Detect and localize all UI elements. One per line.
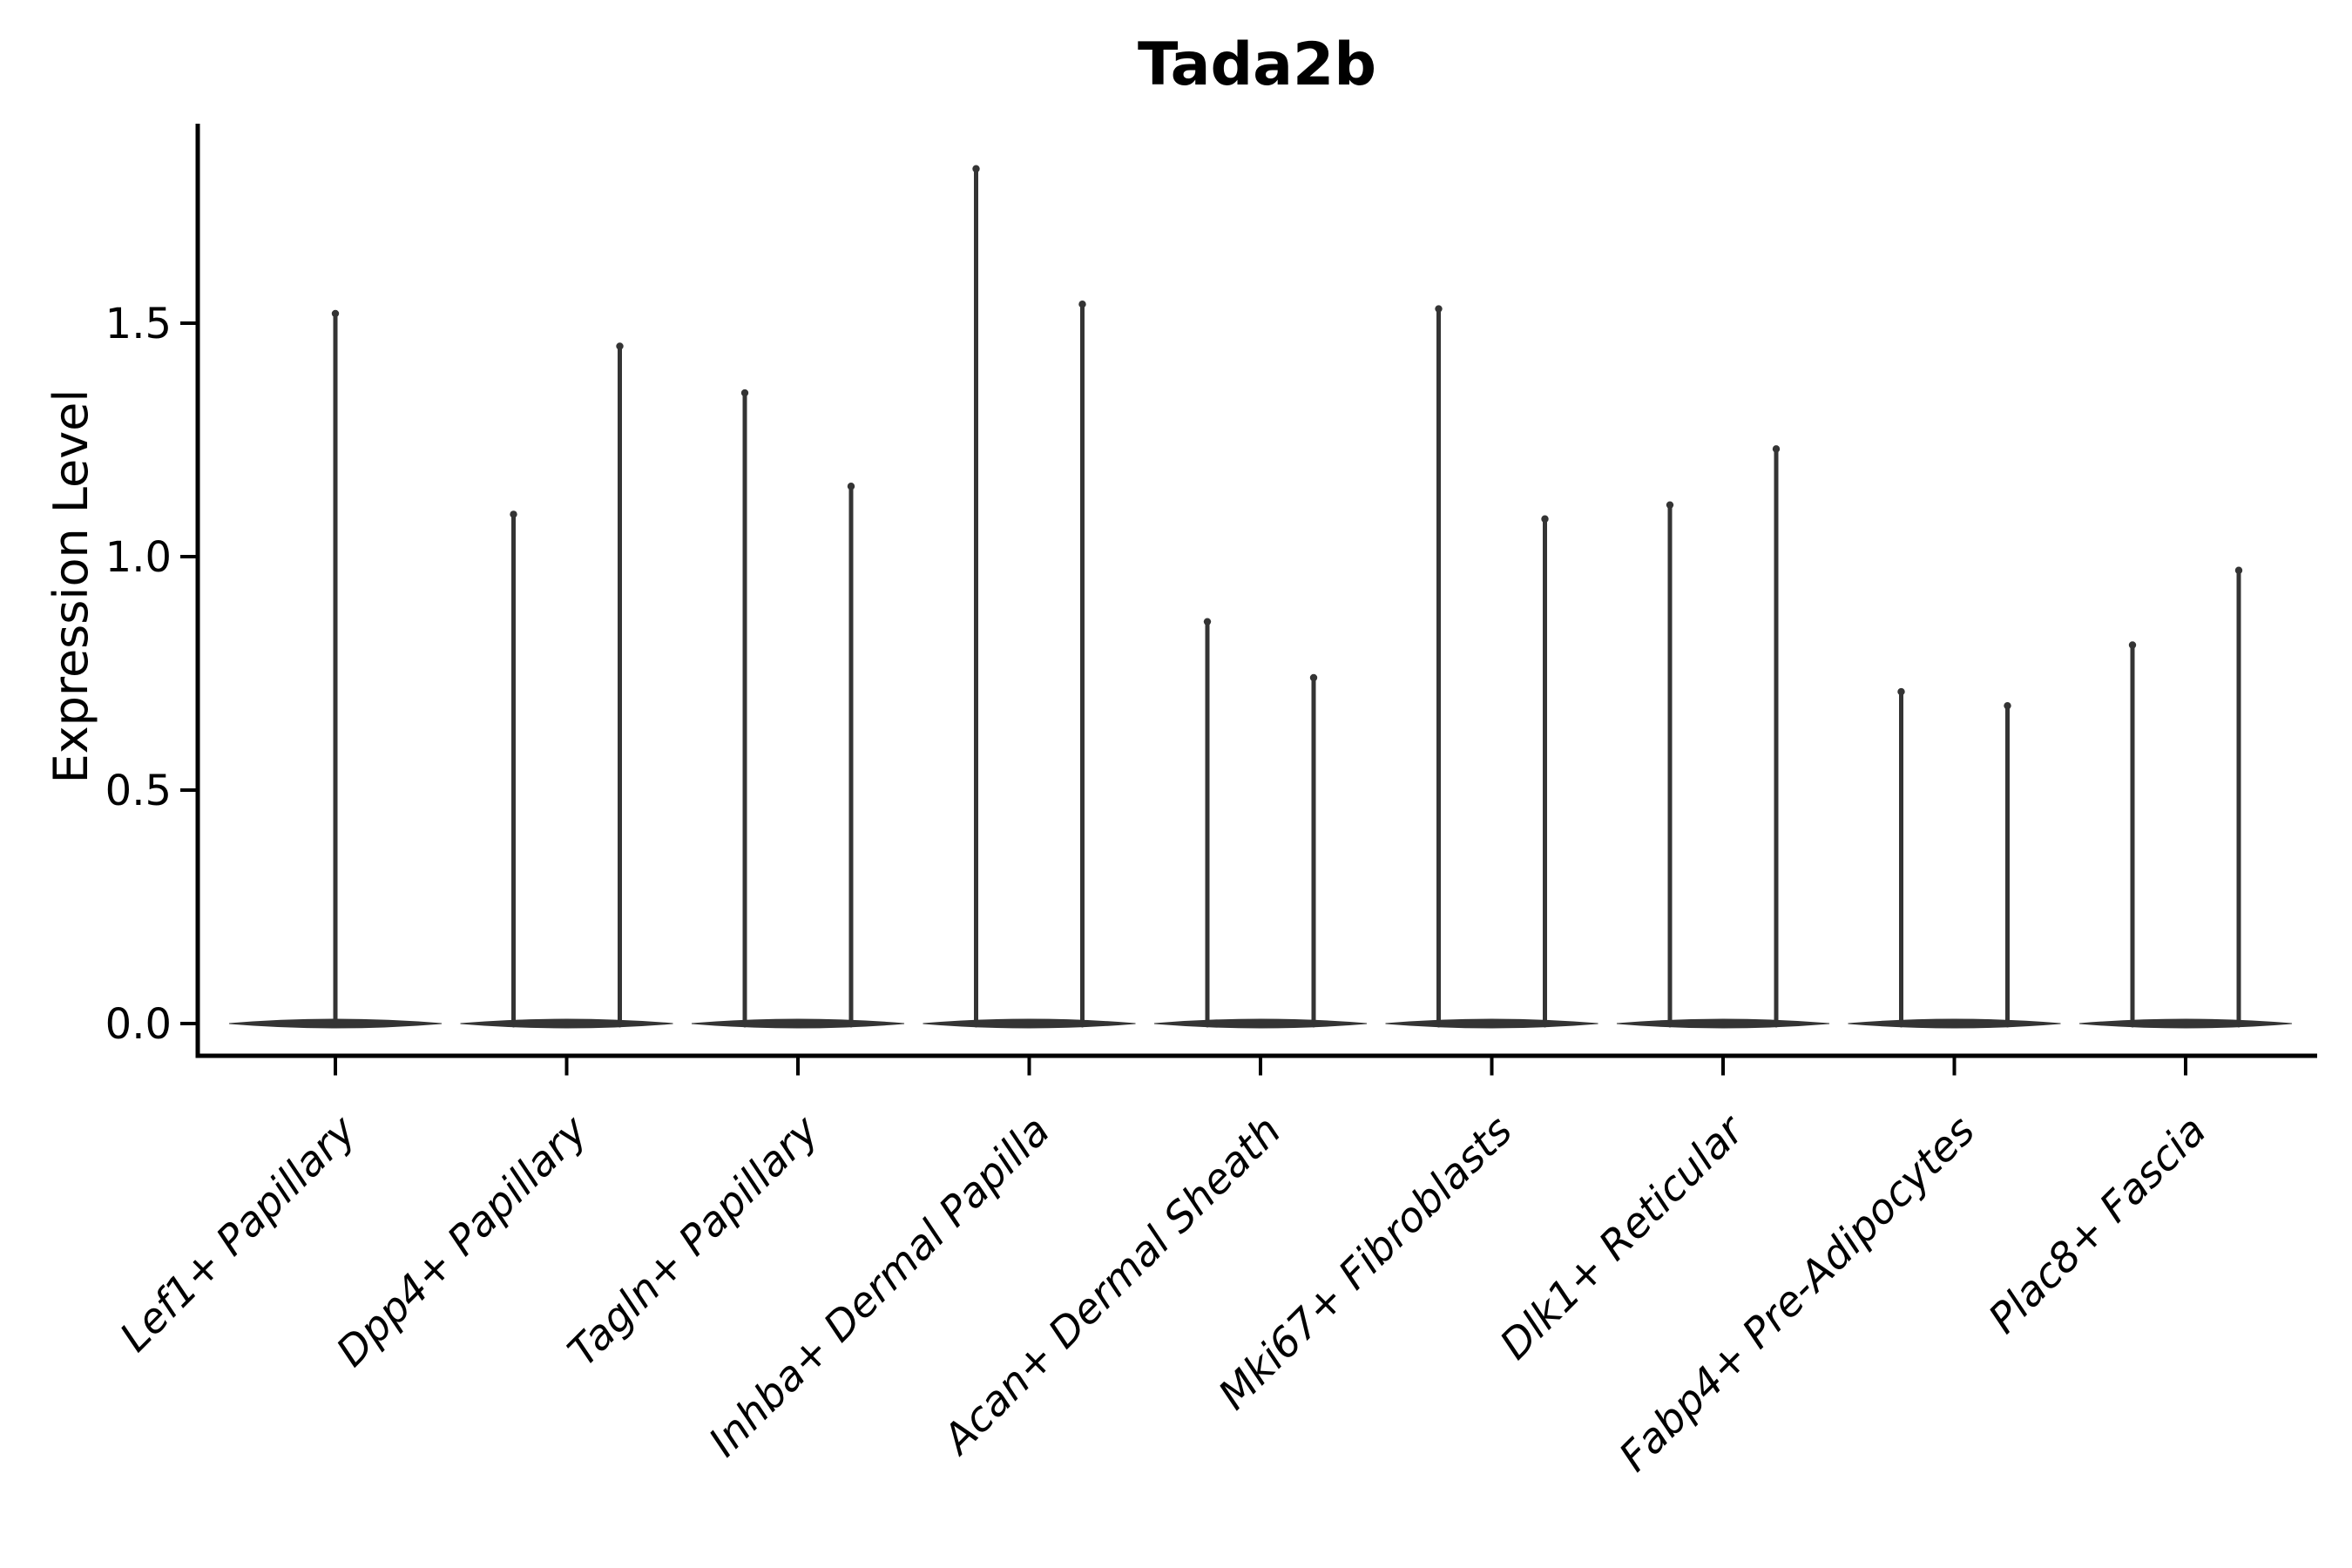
x-tick-label: Plac8+ Fascia [1979,1107,2215,1343]
violin-spike-cap [1541,515,1549,523]
y-axis-ticks: 0.0 0.5 1.0 1.5 [105,300,198,1049]
violin-spike-cap [1203,618,1212,625]
x-tick-label: Dpp4+ Papillary [328,1106,598,1376]
violin-base [1616,1018,1830,1029]
violin-spike-cap [1772,445,1781,453]
violin-base [691,1018,905,1029]
violin-base [1848,1018,2061,1029]
violin-spike-cap [972,165,980,172]
y-axis-label: Expression Level [44,389,98,784]
chart-title: Tada2b [1138,30,1376,99]
violin-base [923,1018,1136,1029]
y-tick-label: 1.0 [105,533,172,582]
violin-spike-cap [1666,501,1674,509]
violin-spike-cap [510,510,517,518]
x-tick-label: Lef1+ Papillary [111,1106,366,1362]
y-tick-label: 1.5 [105,300,172,348]
violin-spike-cap [1078,301,1086,308]
violins-layer [228,165,2293,1029]
violin-base [1385,1018,1598,1029]
violin-spike-cap [847,483,855,490]
violin-base [2078,1018,2293,1029]
y-tick-label: 0.5 [105,767,172,815]
violin-spike-cap [616,342,624,350]
violin-spike-cap [1435,305,1443,313]
violin-spike-cap [2128,641,2137,649]
violin-base [1153,1018,1368,1029]
violin-spike-cap [740,389,749,397]
axes-spines [195,124,2317,1058]
y-tick-label: 0.0 [105,1000,172,1049]
violin-spike-cap [1897,687,1905,696]
x-tick-label: Tagln+ Papillary [559,1106,829,1376]
violin-base [460,1018,673,1029]
x-tick-label: Dlk1+ Reticular [1491,1105,1755,1369]
violin-spike-cap [331,309,340,318]
violin-spike-cap [1309,673,1318,682]
violin-spike-cap [2234,566,2243,574]
violin-spike-cap [2004,701,2011,710]
